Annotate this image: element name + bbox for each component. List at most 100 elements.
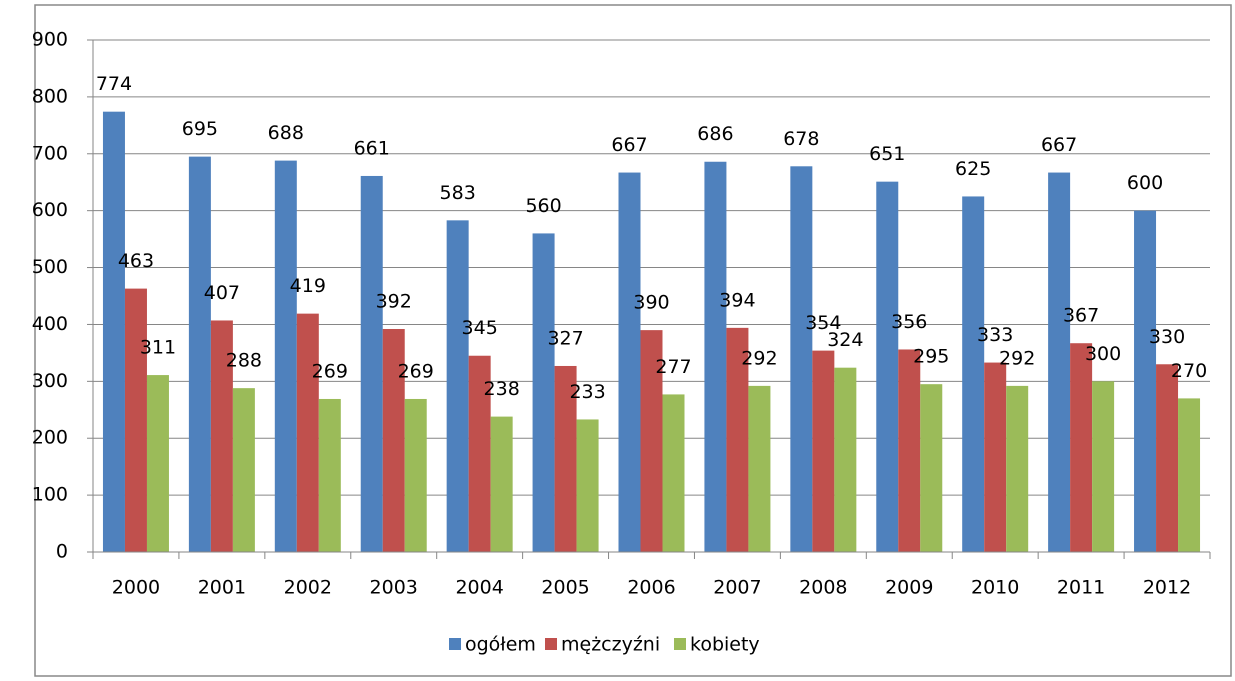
- bar: [274, 160, 297, 553]
- x-tick-label: 2001: [198, 577, 246, 599]
- bar: [618, 172, 641, 552]
- y-tick-label: 300: [32, 370, 68, 392]
- bar: [812, 350, 835, 552]
- bar: [726, 327, 749, 552]
- bar: [146, 375, 169, 552]
- bar: [318, 398, 341, 552]
- value-label: 583: [440, 182, 476, 204]
- bar: [490, 416, 513, 552]
- x-tick-label: 2009: [885, 577, 933, 599]
- value-label: 367: [1063, 305, 1099, 327]
- bar: [704, 161, 727, 552]
- value-label: 238: [484, 378, 520, 400]
- x-tick-label: 2006: [627, 577, 675, 599]
- legend-label: ogółem: [465, 634, 536, 656]
- value-label: 270: [1171, 360, 1207, 382]
- bar: [360, 175, 383, 552]
- x-tick-label: 2008: [799, 577, 847, 599]
- value-label: 560: [525, 195, 561, 217]
- bar: [790, 166, 813, 552]
- value-label: 661: [354, 137, 390, 159]
- legend-swatch: [449, 638, 461, 650]
- legend-swatch: [674, 638, 686, 650]
- bar: [296, 313, 319, 552]
- value-label: 695: [182, 118, 218, 140]
- value-label: 686: [697, 123, 733, 145]
- bar: [188, 156, 211, 552]
- bar: [962, 196, 985, 552]
- bar: [898, 349, 921, 552]
- bar: [554, 365, 577, 552]
- bar: [1156, 364, 1179, 552]
- x-tick-label: 2004: [455, 577, 503, 599]
- value-label: 678: [783, 128, 819, 150]
- value-label: 233: [569, 381, 605, 403]
- y-tick-label: 100: [32, 484, 68, 506]
- y-tick-label: 700: [32, 142, 68, 164]
- x-tick-label: 2007: [713, 577, 761, 599]
- value-label: 667: [1041, 134, 1077, 156]
- value-label: 300: [1085, 343, 1121, 365]
- y-tick-label: 500: [32, 256, 68, 278]
- y-tick-label: 200: [32, 427, 68, 449]
- value-label: 651: [869, 143, 905, 165]
- value-label: 392: [376, 290, 412, 312]
- bar: [532, 233, 555, 552]
- value-label: 269: [312, 360, 348, 382]
- x-tick-label: 2005: [541, 577, 589, 599]
- bar: [984, 362, 1007, 552]
- y-tick-label: 900: [32, 29, 68, 51]
- value-label: 407: [204, 282, 240, 304]
- bar: [232, 388, 255, 552]
- y-tick-label: 0: [56, 541, 68, 563]
- bar: [1048, 172, 1071, 552]
- value-label: 324: [827, 329, 863, 351]
- x-tick-label: 2012: [1143, 577, 1191, 599]
- value-label: 327: [547, 327, 583, 349]
- value-label: 269: [398, 360, 434, 382]
- value-label: 330: [1149, 326, 1185, 348]
- bar: [748, 385, 771, 552]
- value-label: 600: [1127, 172, 1163, 194]
- bar: [382, 328, 405, 552]
- x-tick-label: 2000: [112, 577, 160, 599]
- x-tick-label: 2003: [370, 577, 418, 599]
- bar: [1006, 385, 1029, 552]
- value-label: 354: [805, 312, 841, 334]
- x-tick-label: 2011: [1057, 577, 1105, 599]
- value-label: 311: [140, 337, 176, 359]
- x-tick-label: 2010: [971, 577, 1019, 599]
- bar: [446, 220, 469, 553]
- value-label: 345: [462, 317, 498, 339]
- bar: [640, 330, 663, 552]
- y-tick-label: 800: [32, 85, 68, 107]
- value-label: 688: [268, 122, 304, 144]
- bar: [834, 367, 857, 552]
- value-label: 394: [719, 289, 755, 311]
- bar: [1134, 210, 1157, 552]
- legend-label: kobiety: [690, 634, 760, 656]
- bar: [468, 355, 491, 552]
- bar: [1178, 398, 1201, 552]
- bar: [404, 398, 427, 552]
- legend-swatch: [545, 638, 557, 650]
- y-tick-label: 600: [32, 199, 68, 221]
- bar: [662, 394, 685, 552]
- y-tick-label: 400: [32, 313, 68, 335]
- value-label: 288: [226, 350, 262, 372]
- value-label: 390: [633, 292, 669, 314]
- bar: [876, 181, 899, 553]
- bar: [1070, 343, 1093, 552]
- value-label: 774: [96, 73, 132, 95]
- bar: [102, 111, 125, 553]
- value-label: 463: [118, 250, 154, 272]
- value-label: 419: [290, 275, 326, 297]
- x-tick-label: 2002: [284, 577, 332, 599]
- value-label: 277: [655, 356, 691, 378]
- bar: [210, 320, 233, 552]
- value-label: 625: [955, 158, 991, 180]
- value-label: 292: [999, 347, 1035, 369]
- value-label: 292: [741, 347, 777, 369]
- bar: [124, 288, 147, 552]
